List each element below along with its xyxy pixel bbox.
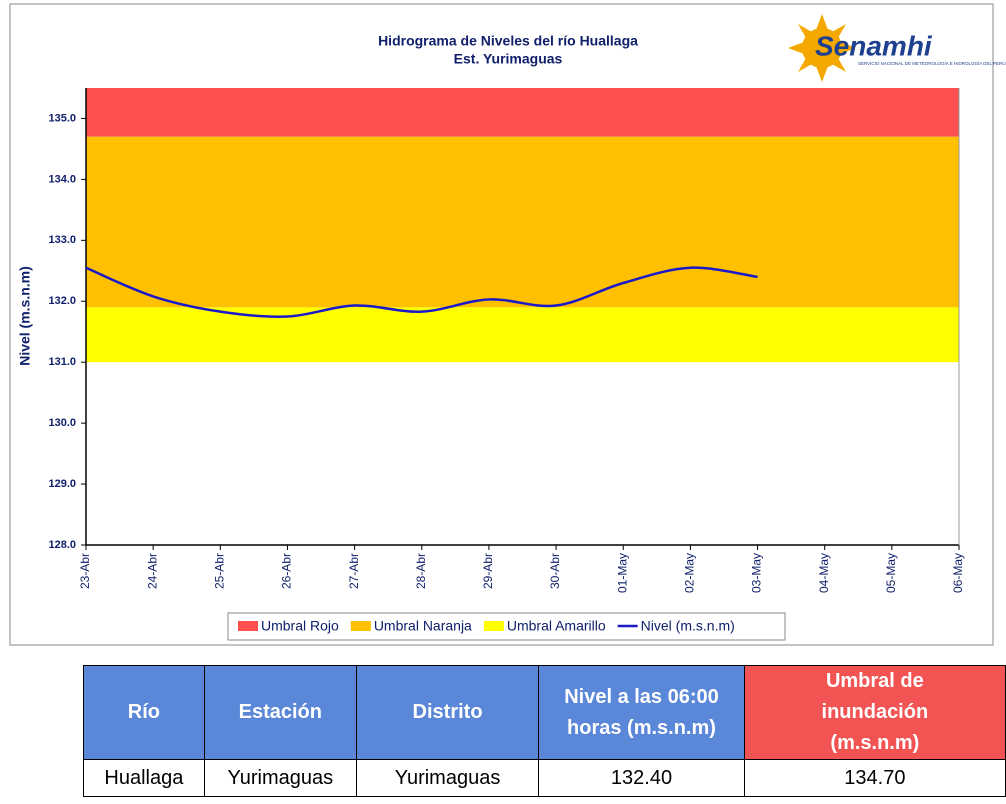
x-tick-label: 25-Abr bbox=[212, 553, 226, 589]
legend-box bbox=[227, 612, 786, 641]
cell: 134.70 bbox=[743, 759, 1006, 797]
legend-label: Nivel (m.s.n.m) bbox=[641, 618, 735, 634]
x-tick-label: 05-May bbox=[884, 553, 898, 593]
y-tick-label: 132.0 bbox=[48, 295, 76, 307]
chart-subtitle: Est. Yurimaguas bbox=[454, 51, 563, 67]
x-tick-label: 26-Abr bbox=[280, 553, 294, 589]
header-cell: Estación bbox=[203, 665, 357, 760]
chart-title: Hidrograma de Niveles del río Huallaga bbox=[378, 33, 638, 49]
x-tick-label: 29-Abr bbox=[481, 553, 495, 589]
legend-label: Umbral Naranja bbox=[374, 618, 472, 634]
x-tick-label: 23-Abr bbox=[78, 553, 92, 589]
cell: 132.40 bbox=[538, 759, 745, 797]
header-cell: Distrito bbox=[355, 665, 540, 760]
y-tick-label: 135.0 bbox=[48, 112, 76, 124]
legend-label: Umbral Rojo bbox=[261, 618, 339, 634]
cell: Yurimaguas bbox=[355, 759, 540, 797]
table: Río Estación Distrito Nivel a las 06:00 … bbox=[83, 665, 1006, 797]
cell: Huallaga bbox=[83, 759, 205, 797]
level-line bbox=[85, 266, 758, 318]
y-tick-label: 134.0 bbox=[48, 173, 76, 185]
logo-name: Senamhi bbox=[815, 30, 933, 61]
legend-swatch bbox=[483, 621, 504, 631]
y-tick-label: 128.0 bbox=[48, 539, 76, 551]
y-tick-label: 133.0 bbox=[48, 234, 76, 246]
legend-swatch bbox=[350, 621, 371, 631]
x-tick-label: 27-Abr bbox=[347, 553, 361, 589]
x-tick-label: 28-Abr bbox=[414, 553, 428, 589]
y-axis-label: Nivel (m.s.n.m) bbox=[17, 266, 33, 366]
x-tick-label: 30-Abr bbox=[548, 553, 562, 589]
x-tick-label: 03-May bbox=[750, 553, 764, 593]
x-tick-label: 02-May bbox=[683, 553, 697, 593]
logo: Senamhi SERVICIO NACIONAL DE METEOROLOGÍ… bbox=[788, 14, 1006, 82]
x-tick-label: 01-May bbox=[615, 553, 629, 593]
y-tick-label: 130.0 bbox=[48, 417, 76, 429]
legend-swatch bbox=[238, 621, 258, 631]
legend-label: Umbral Amarillo bbox=[507, 618, 606, 634]
threshold-band bbox=[86, 88, 959, 137]
threshold-band bbox=[86, 136, 959, 308]
y-tick-label: 129.0 bbox=[48, 478, 76, 490]
threshold-band bbox=[86, 307, 959, 363]
chart: Hidrograma de Niveles del río Huallaga E… bbox=[9, 3, 1006, 646]
header-cell: Nivel a las 06:00 horas (m.s.n.m) bbox=[538, 665, 745, 760]
header-cell: Río bbox=[83, 665, 205, 760]
header-cell: Umbral de inundación (m.s.n.m) bbox=[743, 665, 1006, 760]
x-tick-label: 06-May bbox=[951, 553, 965, 593]
x-tick-label: 04-May bbox=[817, 553, 831, 593]
cell: Yurimaguas bbox=[203, 759, 357, 797]
logo-tagline: SERVICIO NACIONAL DE METEOROLOGÍA E HIDR… bbox=[858, 60, 1006, 66]
y-tick-label: 131.0 bbox=[48, 356, 76, 368]
x-tick-label: 24-Abr bbox=[145, 553, 159, 589]
